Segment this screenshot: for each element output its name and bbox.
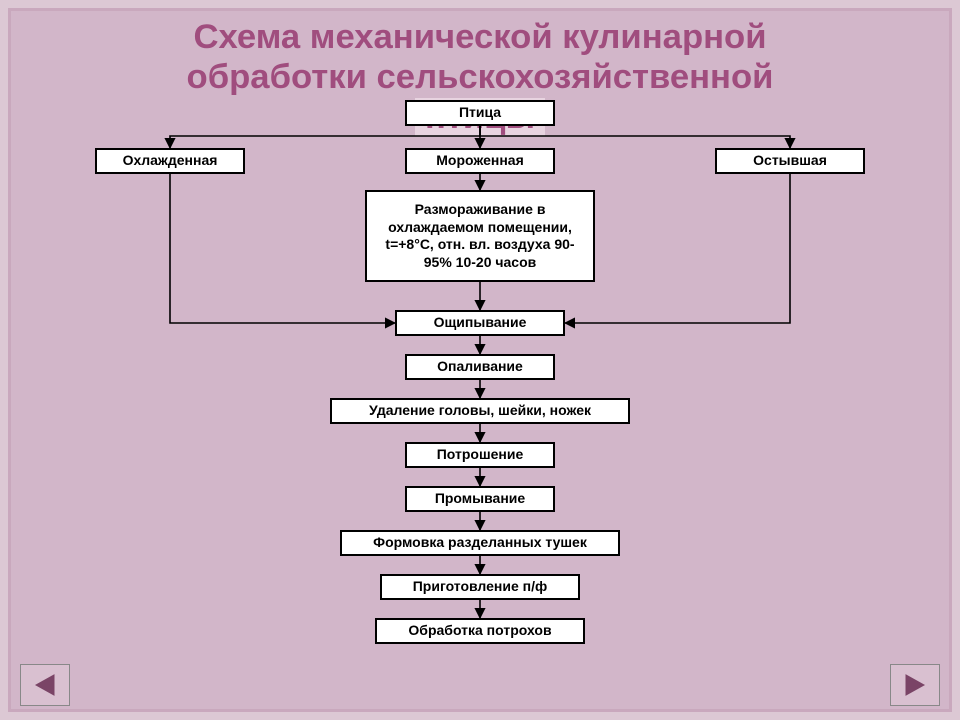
flow-node-obrab: Обработка потрохов — [375, 618, 585, 644]
title-line-1: Схема механической кулинарной — [193, 18, 766, 56]
flow-edge-ohlazh-oshchip — [170, 174, 395, 323]
flow-edge-ostyv-oshchip — [565, 174, 790, 323]
triangle-left-icon — [34, 673, 56, 697]
flow-node-ptica: Птица — [405, 100, 555, 126]
title-line-2: обработки сельскохозяйственной — [187, 58, 774, 96]
flow-node-udal: Удаление головы, шейки, ножек — [330, 398, 630, 424]
flow-node-ohlazh: Охлажденная — [95, 148, 245, 174]
prev-slide-button[interactable] — [20, 664, 70, 706]
flowchart: Птица Охлажденная Мороженная Остывшая Размор… — [95, 100, 865, 710]
flow-node-pf: Приготовление п/ф — [380, 574, 580, 600]
flow-node-promyv: Промывание — [405, 486, 555, 512]
next-slide-button[interactable] — [890, 664, 940, 706]
flow-node-oshchip: Ощипывание — [395, 310, 565, 336]
flow-node-morozh: Мороженная — [405, 148, 555, 174]
flow-node-razmor: Размораживание в охлаждаемом помещении, … — [365, 190, 595, 282]
flow-node-opaliv: Опаливание — [405, 354, 555, 380]
flow-edge-ptica-ostyv — [480, 126, 790, 148]
flow-node-potrosh: Потрошение — [405, 442, 555, 468]
flow-edge-ptica-ohlazh — [170, 126, 480, 148]
flow-node-formovka: Формовка разделанных тушек — [340, 530, 620, 556]
triangle-right-icon — [904, 673, 926, 697]
flow-node-ostyv: Остывшая — [715, 148, 865, 174]
